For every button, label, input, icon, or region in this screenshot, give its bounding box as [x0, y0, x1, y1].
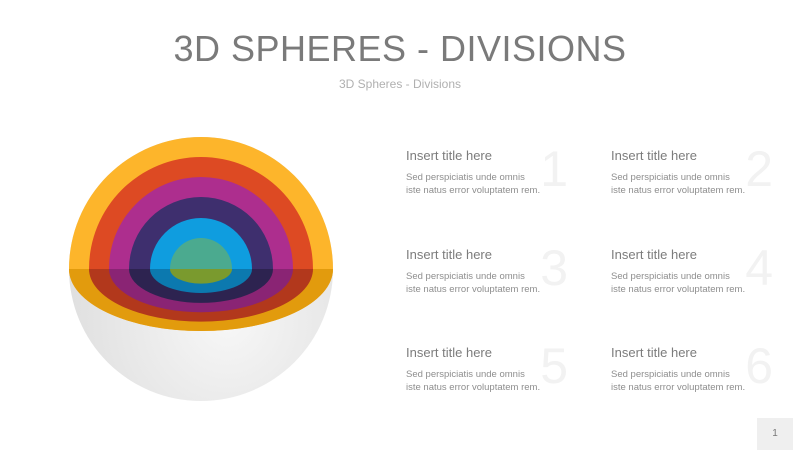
- item-title: Insert title here: [611, 345, 697, 360]
- item-description: Sed perspiciatis unde omnis iste natus er…: [611, 368, 781, 394]
- item-number: 2: [745, 141, 773, 197]
- info-item-1: 1 Insert title here Sed perspiciatis und…: [406, 141, 576, 218]
- item-description: Sed perspiciatis unde omnis iste natus er…: [406, 171, 576, 197]
- item-description-line-2: iste natus error voluptatem rem.: [406, 185, 541, 196]
- item-description-line-1: Sed perspiciatis unde omnis: [611, 369, 730, 380]
- item-title: Insert title here: [406, 345, 492, 360]
- info-item-3: 3 Insert title here Sed perspiciatis und…: [406, 240, 576, 317]
- item-number: 1: [540, 141, 568, 197]
- page-title: 3D SPHERES - DIVISIONS: [173, 28, 627, 69]
- info-item-2: 2 Insert title here Sed perspiciatis und…: [611, 141, 781, 218]
- item-title: Insert title here: [611, 148, 697, 163]
- item-title: Insert title here: [406, 148, 492, 163]
- item-description-line-2: iste natus error voluptatem rem.: [406, 284, 541, 295]
- item-description-line-1: Sed perspiciatis unde omnis: [406, 369, 525, 380]
- item-description-line-1: Sed perspiciatis unde omnis: [611, 271, 730, 282]
- info-item-4: 4 Insert title here Sed perspiciatis und…: [611, 240, 781, 317]
- item-number: 4: [745, 240, 773, 296]
- item-number: 6: [745, 338, 773, 394]
- info-item-6: 6 Insert title here Sed perspiciatis und…: [611, 338, 781, 415]
- layer-green-cut: [170, 269, 232, 284]
- item-number: 5: [540, 338, 568, 394]
- info-item-5: 5 Insert title here Sed perspiciatis und…: [406, 338, 576, 415]
- item-title: Insert title here: [611, 247, 697, 262]
- page-number: 1: [757, 418, 793, 450]
- sphere-divisions-graphic: [69, 137, 334, 401]
- item-description-line-2: iste natus error voluptatem rem.: [406, 382, 541, 393]
- item-description: Sed perspiciatis unde omnis iste natus er…: [611, 171, 781, 197]
- item-description: Sed perspiciatis unde omnis iste natus er…: [406, 270, 576, 296]
- item-title: Insert title here: [406, 247, 492, 262]
- item-description-line-2: iste natus error voluptatem rem.: [611, 185, 746, 196]
- item-number: 3: [540, 240, 568, 296]
- item-description-line-2: iste natus error voluptatem rem.: [611, 382, 746, 393]
- page-subtitle: 3D Spheres - Divisions: [338, 77, 462, 91]
- item-description: Sed perspiciatis unde omnis iste natus er…: [406, 368, 576, 394]
- item-description-line-1: Sed perspiciatis unde omnis: [611, 172, 730, 183]
- item-description-line-1: Sed perspiciatis unde omnis: [406, 271, 525, 282]
- item-description-line-2: iste natus error voluptatem rem.: [611, 284, 746, 295]
- item-description-line-1: Sed perspiciatis unde omnis: [406, 172, 525, 183]
- item-description: Sed perspiciatis unde omnis iste natus er…: [611, 270, 781, 296]
